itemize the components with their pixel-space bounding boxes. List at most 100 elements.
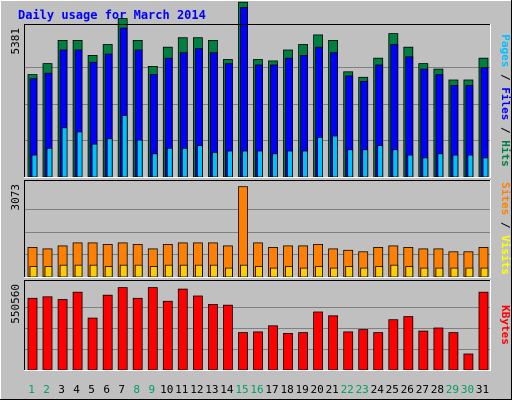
x-tick-label-day-22: 22 <box>341 383 354 396</box>
bar-hits-pages-day-13 <box>211 151 218 178</box>
bar-visits-sites-day-3 <box>59 264 68 278</box>
bar-visits-sites-day-13 <box>209 264 218 278</box>
x-tick-label-day-25: 25 <box>386 383 399 396</box>
bar-visits-sites-day-26 <box>405 266 414 278</box>
panel-hits: 5381 Pages / Files / Hits <box>9 1 512 178</box>
panel-visits-max-label: 3073 <box>9 184 22 211</box>
bar-kbytes-kbytes-day-28 <box>433 327 444 371</box>
bar-hits-pages-day-2 <box>46 147 53 178</box>
panels-layer: 5381 Pages / Files / Hits 3073 Sites / Visi… <box>9 1 512 371</box>
x-tick-label-day-9: 9 <box>148 383 155 396</box>
bar-hits-pages-day-5 <box>91 143 98 178</box>
bar-hits-pages-day-17 <box>272 153 278 178</box>
x-tick-label-day-27: 27 <box>416 383 429 396</box>
x-tick-label-day-16: 16 <box>250 383 263 396</box>
bar-kbytes-kbytes-day-22 <box>343 331 354 371</box>
bar-kbytes-kbytes-day-25 <box>388 319 399 371</box>
bar-kbytes-kbytes-day-8 <box>132 297 143 371</box>
bar-hits-pages-day-4 <box>76 131 83 178</box>
bar-visits-sites-day-2 <box>44 266 53 278</box>
x-tick-label-day-13: 13 <box>205 383 218 396</box>
bar-hits-pages-day-9 <box>151 153 158 178</box>
bar-visits-sites-day-5 <box>89 264 98 278</box>
bar-hits-pages-day-19 <box>302 150 309 178</box>
bar-kbytes-kbytes-day-4 <box>72 291 83 371</box>
bar-visits-sites-day-29 <box>450 267 459 278</box>
bar-visits-sites-day-17 <box>270 267 278 278</box>
x-tick-label-day-23: 23 <box>356 383 369 396</box>
bar-kbytes-kbytes-day-7 <box>117 287 128 371</box>
bar-visits-sites-day-16 <box>255 266 263 278</box>
bar-kbytes-kbytes-day-3 <box>57 299 68 371</box>
bar-visits-sites-day-30 <box>465 267 474 278</box>
bar-hits-pages-day-20 <box>317 136 324 178</box>
bar-kbytes-kbytes-day-13 <box>207 303 218 371</box>
bar-hits-pages-day-8 <box>136 139 143 178</box>
panel-visits-legend: Sites / Visits <box>499 182 512 275</box>
bar-hits-pages-day-29 <box>452 154 459 178</box>
panel-visits-legend-segment-1: / <box>499 215 512 235</box>
bar-kbytes-kbytes-day-21 <box>328 315 339 371</box>
bar-hits-pages-day-21 <box>332 135 339 178</box>
bar-kbytes-kbytes-day-29 <box>448 332 459 371</box>
bar-hits-pages-day-7 <box>121 115 128 178</box>
panel-hits-legend-segment-0: Pages <box>499 34 512 67</box>
bar-hits-pages-day-3 <box>61 127 68 178</box>
bar-hits-pages-day-15 <box>242 150 248 178</box>
bar-hits-pages-day-23 <box>362 149 369 178</box>
bar-kbytes-kbytes-day-17 <box>268 325 278 371</box>
bar-visits-sites-day-27 <box>420 267 429 278</box>
bar-visits-sites-day-8 <box>134 264 143 278</box>
x-tick-label-day-29: 29 <box>446 383 459 396</box>
bar-visits-sites-day-14 <box>224 267 233 278</box>
bar-hits-pages-day-11 <box>181 147 188 178</box>
bar-visits-sites-day-4 <box>74 264 83 278</box>
bar-kbytes-kbytes-day-16 <box>253 331 263 371</box>
bar-kbytes-kbytes-day-5 <box>87 317 98 371</box>
bar-visits-sites-day-9 <box>149 266 158 278</box>
x-tick-label-day-1: 1 <box>28 383 35 396</box>
x-tick-label-day-24: 24 <box>371 383 385 396</box>
bar-visits-sites-day-20 <box>315 266 324 278</box>
panel-visits-legend-segment-0: Sites <box>499 182 512 215</box>
panel-hits-legend: Pages / Files / Hits <box>499 34 512 167</box>
bar-hits-pages-day-27 <box>422 157 429 178</box>
x-tick-label-day-20: 20 <box>310 383 323 396</box>
bar-visits-visits-day-15 <box>238 186 248 278</box>
bar-kbytes-kbytes-day-24 <box>373 332 384 371</box>
bar-hits-pages-day-31 <box>482 157 489 178</box>
x-tick-label-day-11: 11 <box>175 383 188 396</box>
x-tick-label-day-15: 15 <box>235 383 248 396</box>
bar-visits-sites-day-19 <box>300 267 309 278</box>
panel-kbytes: 550560 KBytes <box>9 280 512 371</box>
x-tick-label-day-31: 31 <box>476 383 489 396</box>
bar-visits-sites-day-11 <box>179 264 188 278</box>
x-tick-label-day-4: 4 <box>73 383 80 396</box>
x-tick-label-day-28: 28 <box>431 383 444 396</box>
x-tick-label-day-6: 6 <box>103 383 110 396</box>
panel-hits-legend-segment-3: / <box>499 120 512 140</box>
bar-hits-pages-day-25 <box>392 149 399 178</box>
bar-hits-pages-day-12 <box>196 145 203 178</box>
bar-visits-sites-day-21 <box>330 267 339 278</box>
bar-hits-pages-day-14 <box>226 150 233 178</box>
bar-hits-pages-day-30 <box>467 154 474 178</box>
bar-kbytes-kbytes-day-31 <box>478 291 489 371</box>
bar-kbytes-kbytes-day-18 <box>283 332 293 371</box>
bar-visits-sites-day-25 <box>390 264 399 278</box>
x-tick-label-day-21: 21 <box>326 383 339 396</box>
panel-hits-max-label: 5381 <box>9 28 22 55</box>
bar-kbytes-kbytes-day-11 <box>177 288 188 371</box>
x-tick-label-day-2: 2 <box>43 383 50 396</box>
x-tick-label-day-10: 10 <box>160 383 173 396</box>
bar-visits-sites-day-18 <box>285 266 293 278</box>
bar-visits-sites-day-31 <box>480 267 489 278</box>
bar-kbytes-kbytes-day-6 <box>102 294 113 371</box>
bar-hits-pages-day-1 <box>31 154 38 178</box>
bar-visits-sites-day-23 <box>360 267 369 278</box>
x-tick-label-day-18: 18 <box>280 383 293 396</box>
bar-kbytes-kbytes-day-19 <box>298 332 309 371</box>
panel-hits-legend-segment-4: Hits <box>499 140 512 167</box>
bar-visits-sites-day-12 <box>194 264 203 278</box>
